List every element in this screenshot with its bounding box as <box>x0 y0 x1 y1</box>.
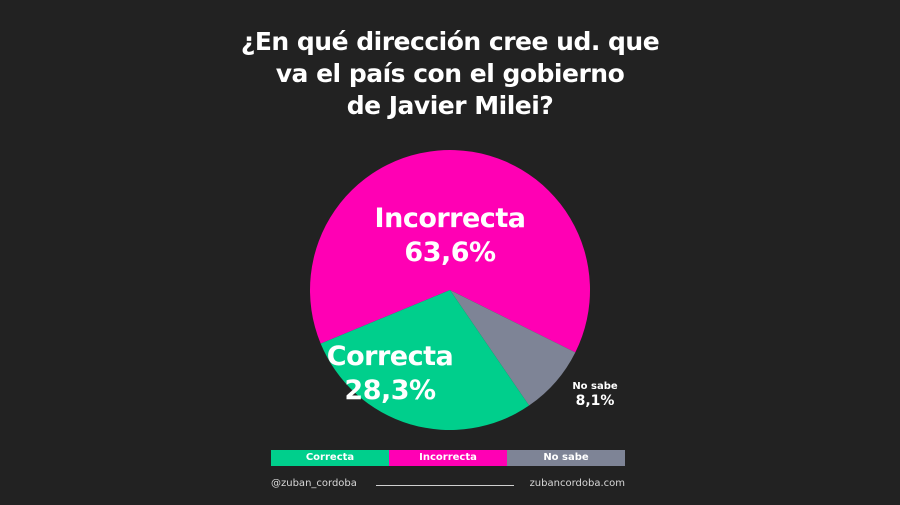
label-correcta: Correcta 28,3% <box>300 340 480 408</box>
title-line-2: va el país con el gobierno <box>275 59 625 88</box>
label-no-sabe-value: 8,1% <box>575 393 615 409</box>
title-line-3: de Javier Milei? <box>346 91 554 120</box>
legend: Correcta Incorrecta No sabe <box>271 450 625 466</box>
label-incorrecta: Incorrecta 63,6% <box>330 202 570 270</box>
pie-slice-no-sabe <box>450 290 576 406</box>
legend-item-correcta: Correcta <box>271 450 389 466</box>
pie-slice-correcta <box>320 290 530 430</box>
label-correcta-name: Correcta <box>326 341 454 372</box>
pie-slice-incorrecta <box>310 150 591 353</box>
footer-website: zubancordoba.com <box>529 478 625 489</box>
footer: @zuban_cordoba zubancordoba.com <box>271 478 625 492</box>
legend-item-incorrecta: Incorrecta <box>389 450 507 466</box>
chart-title: ¿En qué dirección cree ud. que va el paí… <box>0 26 900 122</box>
legend-item-no-sabe: No sabe <box>507 450 625 466</box>
label-no-sabe-name: No sabe <box>572 381 618 392</box>
title-line-1: ¿En qué dirección cree ud. que <box>240 27 660 56</box>
footer-divider <box>376 485 514 486</box>
label-incorrecta-value: 63,6% <box>404 237 496 268</box>
label-incorrecta-name: Incorrecta <box>374 203 526 234</box>
label-no-sabe: No sabe 8,1% <box>560 381 630 410</box>
footer-handle: @zuban_cordoba <box>271 478 357 489</box>
label-correcta-value: 28,3% <box>344 375 436 406</box>
